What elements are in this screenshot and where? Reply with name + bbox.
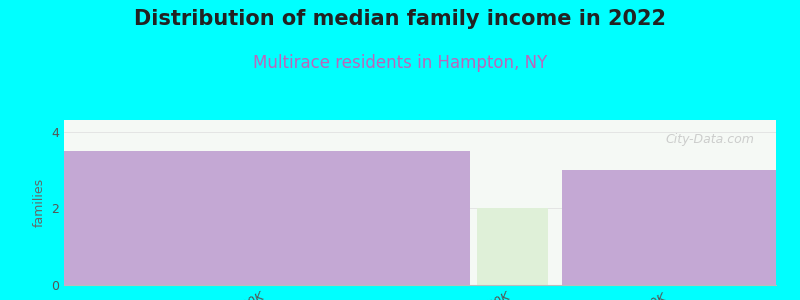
Y-axis label: families: families <box>33 178 46 227</box>
Text: Multirace residents in Hampton, NY: Multirace residents in Hampton, NY <box>253 54 547 72</box>
Bar <box>64 151 470 285</box>
Bar <box>562 170 776 285</box>
Text: City-Data.com: City-Data.com <box>666 133 754 146</box>
Bar <box>477 208 548 285</box>
Text: Distribution of median family income in 2022: Distribution of median family income in … <box>134 9 666 29</box>
